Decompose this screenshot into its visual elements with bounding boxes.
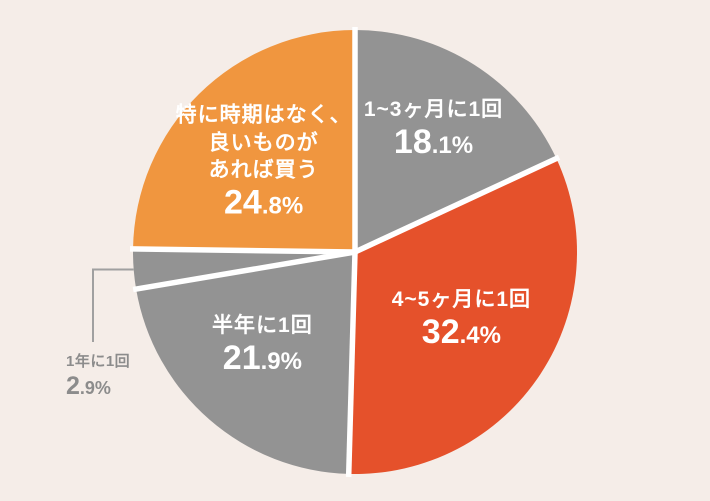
pie-slice-3 <box>136 252 355 474</box>
slice-separator <box>353 154 561 255</box>
pie-slice-2 <box>348 158 578 474</box>
slice-separator <box>345 251 358 477</box>
pie-slice-1 <box>355 29 557 252</box>
slice-separator <box>132 249 356 293</box>
slice-separator <box>129 246 356 255</box>
callout-line <box>92 268 134 342</box>
pie-slice-5 <box>133 30 355 252</box>
